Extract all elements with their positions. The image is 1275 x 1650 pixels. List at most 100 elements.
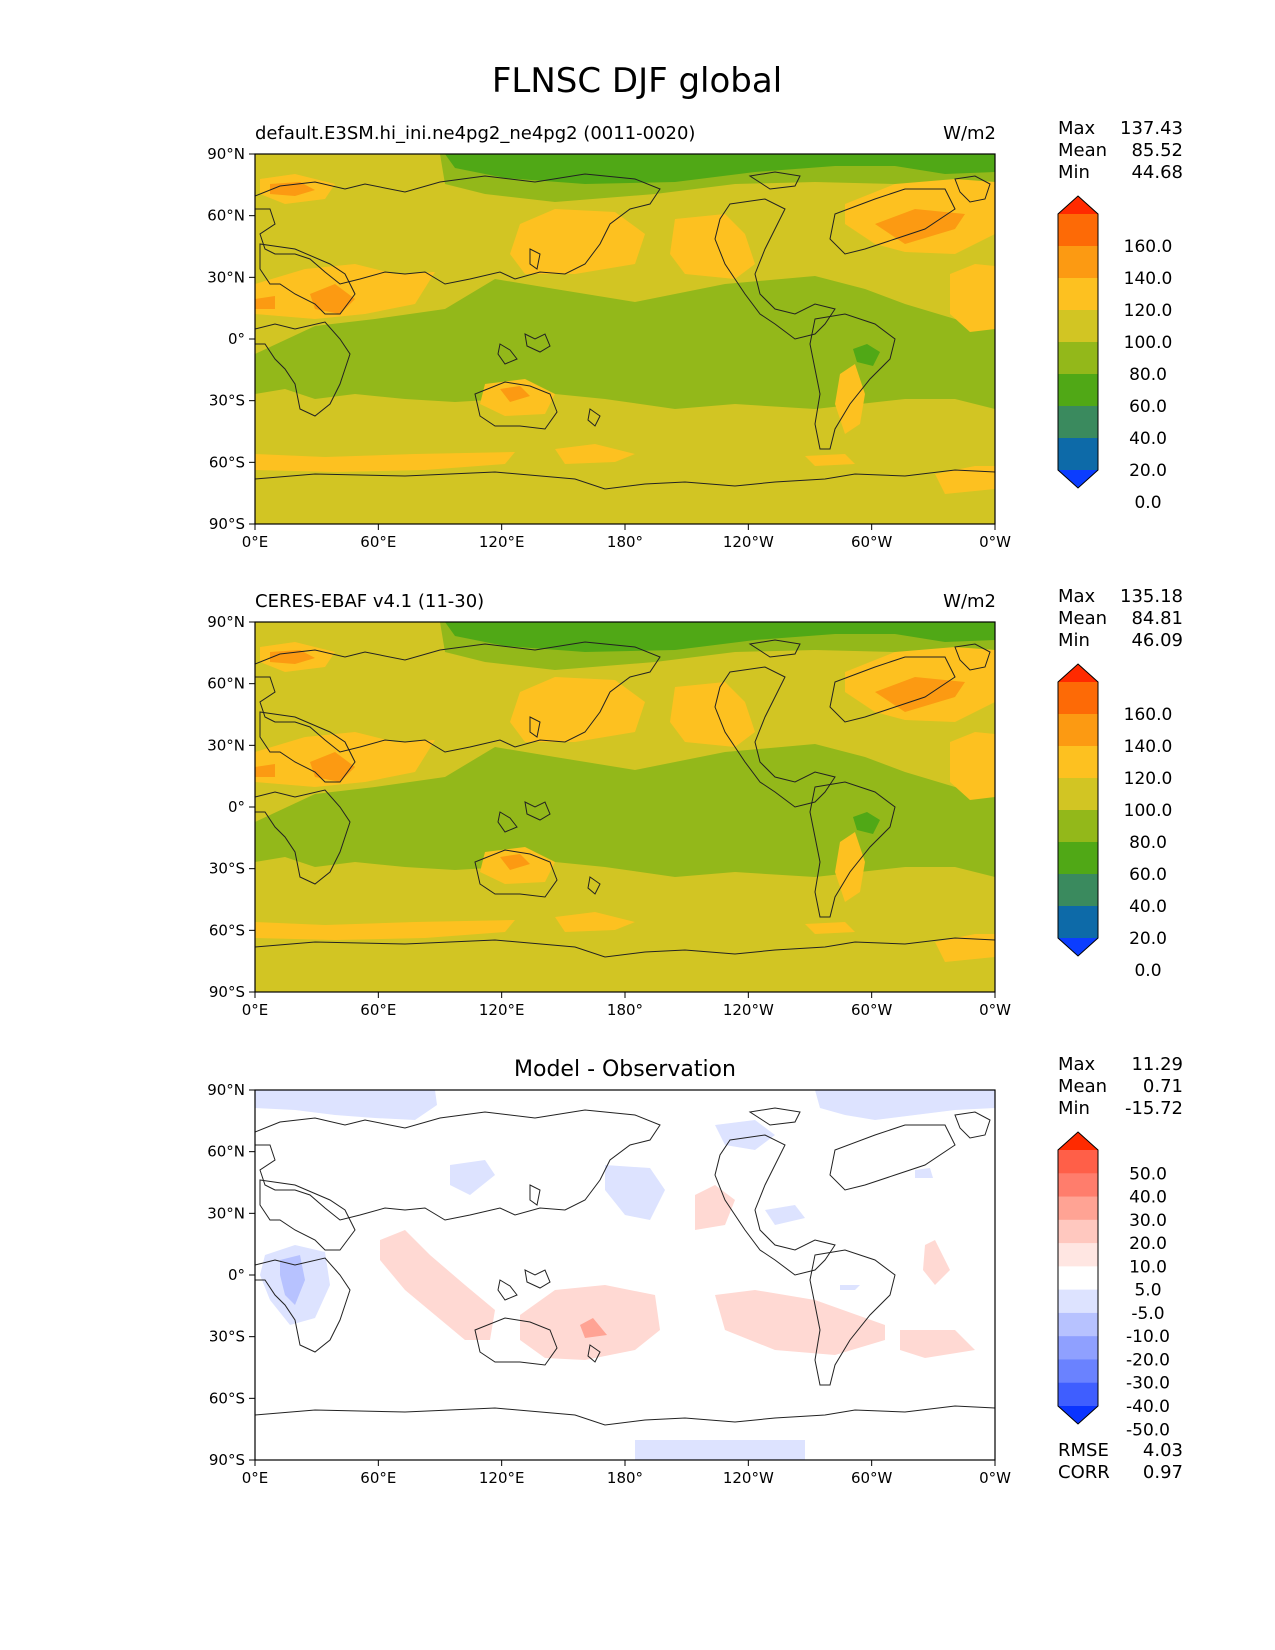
colorbar-label: 120.0	[1124, 301, 1173, 321]
colorbar-label: -10.0	[1126, 1327, 1170, 1347]
x-tick-label: 120°W	[723, 1001, 774, 1019]
y-tick-label: 60°N	[207, 1143, 245, 1161]
colorbar-segment	[1058, 1219, 1098, 1244]
colorbar-label: 60.0	[1129, 397, 1167, 417]
colorbar-model: 160.0 140.0 120.0 100.0 80.0 60.0 40.0 20.0 0.0	[1057, 195, 1173, 513]
stat-corr-label: CORR	[1058, 1462, 1110, 1483]
y-tick-label: 90°S	[209, 1451, 245, 1469]
x-tick-label: 180°	[607, 1001, 643, 1019]
colorbar-label: -20.0	[1126, 1350, 1170, 1370]
colorbar-segment	[1058, 406, 1098, 439]
y-tick-label: 0°	[228, 798, 245, 816]
stat-max-label: Max	[1058, 1054, 1096, 1075]
colorbar-label: 0.0	[1134, 493, 1161, 513]
stat-mean-value: 85.52	[1131, 140, 1183, 161]
colorbar-segment	[1058, 906, 1098, 939]
y-tick-label: 90°N	[207, 145, 245, 163]
x-tick-label: 180°	[607, 1469, 643, 1487]
stat-mean-label: Mean	[1058, 608, 1107, 629]
y-tick-label: 30°N	[207, 1204, 245, 1222]
stat-min-value: 46.09	[1131, 630, 1183, 651]
stat-max-value: 137.43	[1120, 118, 1183, 139]
stat-corr-value: 0.97	[1143, 1462, 1183, 1483]
colorbar-outline	[1057, 1131, 1099, 1425]
y-tick-label: 90°N	[207, 1081, 245, 1099]
colorbar-bottom-arrow	[1058, 1406, 1098, 1424]
stat-max-label: Max	[1058, 118, 1096, 139]
stat-min-label: Min	[1058, 162, 1090, 183]
colorbar-top-arrow	[1058, 1132, 1098, 1150]
x-tick-label: 120°W	[723, 533, 774, 551]
colorbar-label: 80.0	[1129, 365, 1167, 385]
colorbar-segment	[1058, 1289, 1098, 1314]
colorbar-label: 60.0	[1129, 865, 1167, 885]
x-tick-label: 0°E	[242, 1469, 269, 1487]
y-tick-label: 60°S	[209, 1389, 245, 1407]
stats-block: Max 135.18 Mean 84.81 Min 46.09	[1058, 586, 1183, 651]
colorbar-segment	[1058, 1266, 1098, 1291]
stat-mean-value: 84.81	[1131, 608, 1183, 629]
colorbar-segment	[1058, 682, 1098, 715]
stat-min-label: Min	[1058, 630, 1090, 651]
colorbar-label: 5.0	[1134, 1281, 1161, 1301]
stat-rmse-value: 4.03	[1143, 1440, 1183, 1461]
x-tick-label: 0°E	[242, 533, 269, 551]
colorbar-label: 20.0	[1129, 929, 1167, 949]
y-tick-label: 30°S	[209, 1328, 245, 1346]
y-tick-label: 90°S	[209, 515, 245, 533]
colorbar-label: 20.0	[1129, 461, 1167, 481]
colorbar-label: 40.0	[1129, 897, 1167, 917]
x-tick-label: 60°E	[360, 1469, 396, 1487]
stat-max-label: Max	[1058, 586, 1096, 607]
colorbar-segment	[1058, 342, 1098, 375]
x-tick-label: 60°E	[360, 1001, 396, 1019]
colorbar-label: 30.0	[1129, 1211, 1167, 1231]
colorbar-segment	[1058, 1312, 1098, 1337]
panel-model: default.E3SM.hi_ini.ne4pg2_ne4pg2 (0011-…	[207, 118, 1183, 551]
colorbar-segment	[1058, 778, 1098, 811]
map-plot	[254, 153, 996, 525]
x-tick-label: 120°E	[479, 1001, 525, 1019]
x-tick-label: 120°E	[479, 533, 525, 551]
panel-title: CERES-EBAF v4.1 (11-30)	[255, 591, 484, 612]
colorbar-bottom-arrow	[1058, 470, 1098, 488]
y-tick-label: 90°N	[207, 613, 245, 631]
y-tick-label: 30°S	[209, 860, 245, 878]
colorbar-label: 40.0	[1129, 1188, 1167, 1208]
y-tick-label: 60°S	[209, 453, 245, 471]
y-tick-label: 30°S	[209, 392, 245, 410]
panel-diff: Model - Observation 90°N 60°N 30°N 0° 30°S 60…	[207, 1054, 1183, 1487]
colorbar-label: 0.0	[1134, 961, 1161, 981]
colorbar-segment	[1058, 1382, 1098, 1407]
panel-units: W/m2	[943, 591, 996, 612]
colorbar-segment	[1058, 714, 1098, 747]
stat-rmse-label: RMSE	[1058, 1440, 1109, 1461]
colorbar-label: 160.0	[1124, 237, 1173, 257]
colorbar-top-arrow	[1058, 196, 1098, 214]
x-tick-label: 60°E	[360, 533, 396, 551]
y-tick-label: 90°S	[209, 983, 245, 1001]
colorbar-label: 80.0	[1129, 833, 1167, 853]
colorbar-label: 160.0	[1124, 705, 1173, 725]
colorbar-segment	[1058, 278, 1098, 311]
colorbar-label: 20.0	[1129, 1234, 1167, 1254]
stat-max-value: 11.29	[1131, 1054, 1183, 1075]
colorbar-segment	[1058, 374, 1098, 407]
colorbar-segment	[1058, 842, 1098, 875]
colorbar-label: 50.0	[1129, 1164, 1167, 1184]
colorbar-segment	[1058, 214, 1098, 247]
diff-title: Model - Observation	[514, 1057, 736, 1082]
colorbar-label: -50.0	[1126, 1420, 1170, 1440]
y-tick-label: 60°N	[207, 207, 245, 225]
colorbar-obs: 160.0 140.0 120.0 100.0 80.0 60.0 40.0 20.0 0.0	[1057, 663, 1173, 981]
colorbar-segment	[1058, 310, 1098, 343]
x-tick-label: 0°W	[979, 1001, 1011, 1019]
colorbar-label: 140.0	[1124, 737, 1173, 757]
colorbar-label: 120.0	[1124, 769, 1173, 789]
stat-min-value: 44.68	[1131, 162, 1183, 183]
colorbar-segment	[1058, 1359, 1098, 1384]
stat-max-value: 135.18	[1120, 586, 1183, 607]
colorbar-label: -30.0	[1126, 1374, 1170, 1394]
y-tick-label: 30°N	[207, 268, 245, 286]
